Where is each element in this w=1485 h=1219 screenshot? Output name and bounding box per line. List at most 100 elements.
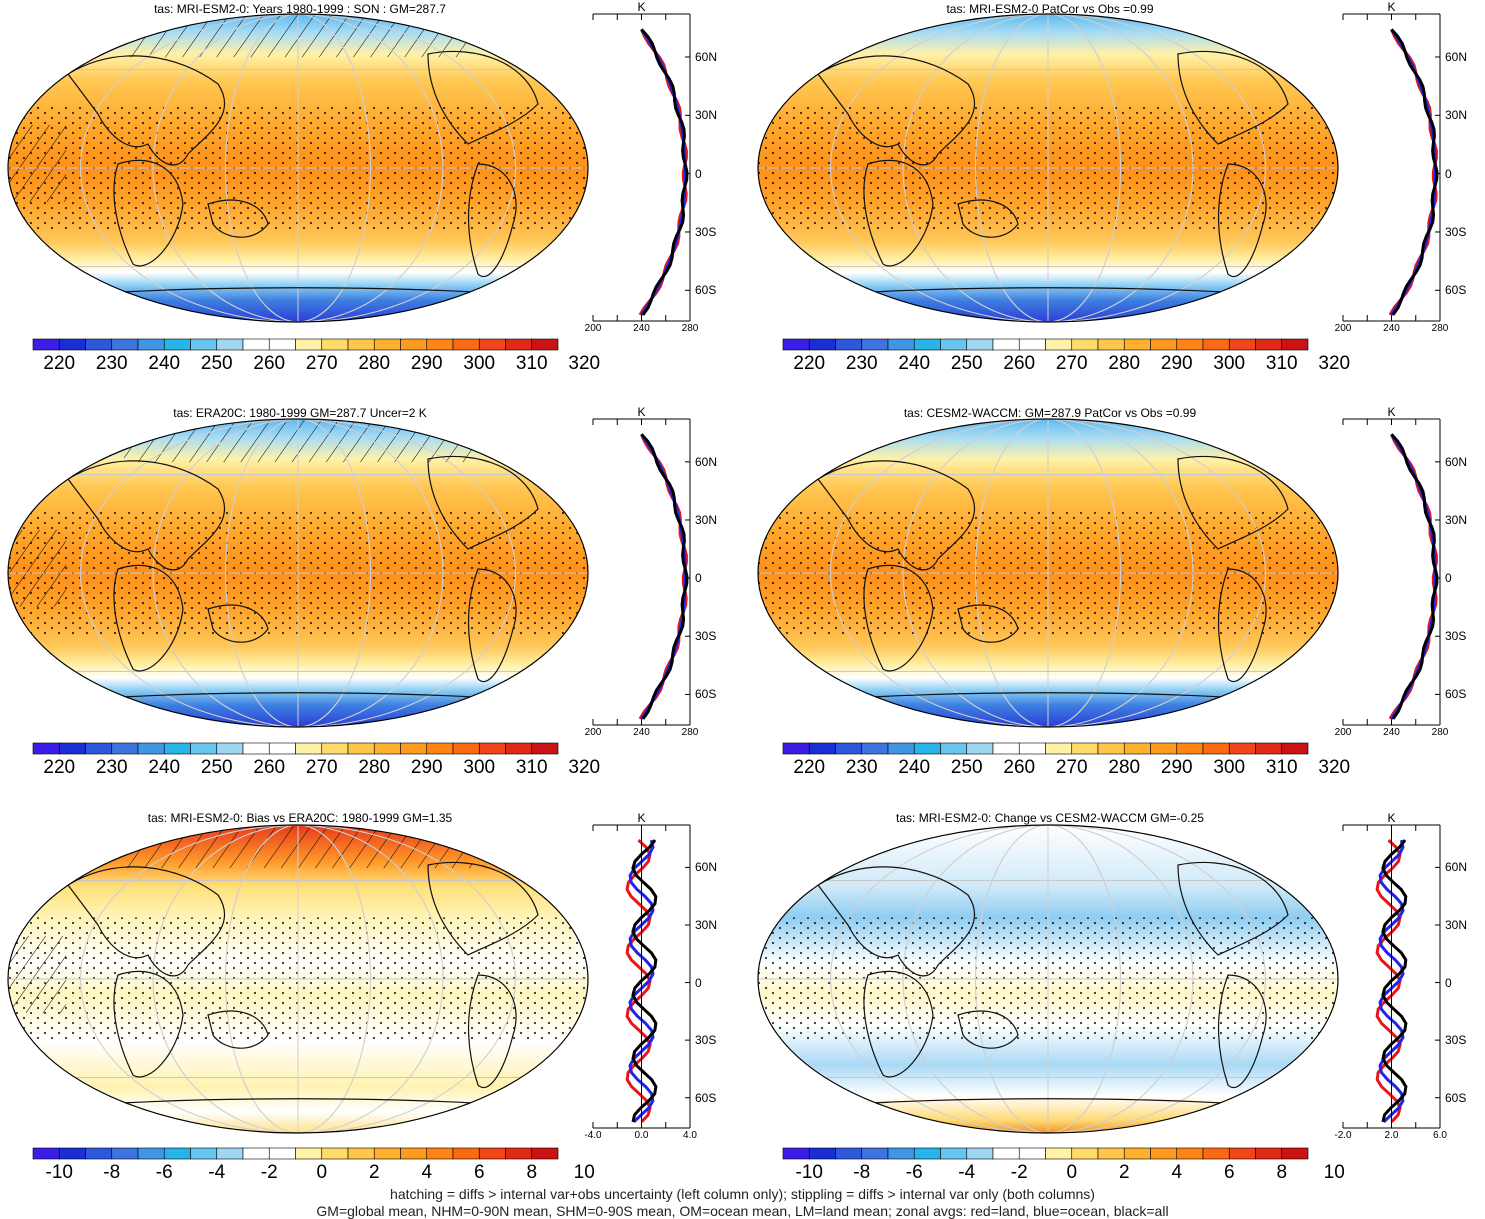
map-outline: [7, 824, 589, 1134]
profile-lat-label: 30S: [695, 224, 717, 239]
colorbar-tick-label: 320: [568, 757, 601, 778]
colorbar-tick-label: 220: [43, 757, 76, 778]
colorbar-bin: [163, 338, 191, 351]
meridian: [225, 419, 371, 727]
colorbar-bin: [887, 742, 915, 755]
map-outline: [7, 13, 589, 323]
meridian: [225, 825, 371, 1133]
profile-lat-label: 0: [695, 166, 702, 181]
coastline: [467, 163, 517, 277]
colorbar-bin: [1097, 338, 1125, 351]
colorbar-tick-label: 320: [568, 353, 601, 374]
colorbar-bin: [190, 1147, 218, 1160]
profile-lat-label: 30N: [1445, 108, 1468, 123]
colorbar-bin: [478, 1147, 506, 1160]
colorbar-tick-label: 250: [950, 353, 983, 374]
profile-lat-label: 60N: [695, 860, 718, 875]
profile-lat-label: 30S: [695, 1033, 717, 1048]
colorbar-tick-label: 230: [845, 353, 878, 374]
colorbar-bin: [1176, 1147, 1204, 1160]
profile-lat-label: 30S: [695, 629, 717, 644]
colorbar-bin: [242, 1147, 270, 1160]
coastline: [817, 866, 976, 977]
colorbar-bin: [295, 1147, 323, 1160]
coastline: [1217, 163, 1267, 277]
colorbar-3: [32, 742, 559, 755]
colorbar-tick-label: 2: [1118, 1162, 1130, 1183]
panel-5: [7, 824, 691, 1160]
colorbar-bin: [295, 742, 323, 755]
colorbar-bin: [861, 742, 889, 755]
coastline: [427, 861, 539, 956]
colorbar-tick-label: 260: [253, 757, 286, 778]
coastline: [207, 604, 269, 643]
colorbar-tick-label: 240: [898, 757, 931, 778]
panel-2: [757, 13, 1441, 351]
coastline: [67, 866, 226, 977]
profile-lat-label: 30N: [695, 512, 718, 527]
meridian: [830, 825, 1266, 1133]
colorbar-bin: [111, 1147, 139, 1160]
colorbar-bin: [216, 742, 244, 755]
hatching-west: [8, 529, 66, 607]
panel-title-1: tas: MRI-ESM2-0: Years 1980-1999 : SON :…: [154, 2, 446, 16]
colorbar-bin: [32, 1147, 60, 1160]
profile-series-ocean: [1378, 839, 1405, 1123]
colorbar-bin: [268, 338, 296, 351]
coastline: [1177, 455, 1289, 550]
profile-lat-label: 60S: [1445, 283, 1467, 298]
colorbar-bin: [400, 338, 428, 351]
colorbar-tick-label: 300: [1213, 757, 1246, 778]
meridian: [152, 14, 444, 322]
colorbar-bin: [913, 1147, 941, 1160]
colorbar-tick-label: -8: [853, 1162, 871, 1183]
colorbar-bin: [373, 338, 401, 351]
colorbar-bin: [1150, 742, 1178, 755]
coastline: [207, 199, 269, 238]
map-1: [8, 14, 588, 322]
colorbar-tick-label: 240: [898, 353, 931, 374]
colorbar-bin: [1071, 1147, 1099, 1160]
colorbar-tick-label: 310: [1265, 757, 1298, 778]
map-3: [8, 419, 588, 727]
profile-x-label: 4.0: [683, 1130, 697, 1141]
colorbar-bin: [1255, 1147, 1283, 1160]
zonal-profile-5: [592, 824, 691, 1129]
colorbar-bin: [1228, 338, 1256, 351]
coastline: [1177, 50, 1289, 145]
colorbar-bin: [1097, 1147, 1125, 1160]
colorbar-bin: [1045, 1147, 1073, 1160]
map-5: [8, 825, 588, 1133]
colorbar-tick-label: 230: [95, 757, 128, 778]
colorbar-bin: [1045, 742, 1073, 755]
colorbar-tick-label: 8: [526, 1162, 538, 1183]
panels-layer: [7, 13, 1441, 1160]
coastline: [817, 460, 976, 571]
colorbar-tick-label: 270: [305, 757, 338, 778]
coastline: [957, 604, 1019, 643]
colorbar-tick-label: 230: [845, 757, 878, 778]
coastline: [957, 199, 1019, 238]
colorbar-bin: [531, 338, 559, 351]
colorbar-tick-label: -2: [1010, 1162, 1028, 1183]
colorbar-bin: [111, 742, 139, 755]
profile-x-label: 200: [584, 727, 602, 738]
colorbar-bin: [1123, 1147, 1151, 1160]
colorbar-tick-label: -10: [45, 1162, 73, 1183]
colorbar-tick-label: -2: [260, 1162, 278, 1183]
profile-series-ocean: [628, 839, 655, 1123]
colorbar-bin: [992, 1147, 1020, 1160]
profile-x-label: -4.0: [584, 1130, 602, 1141]
colorbar-bin: [887, 1147, 915, 1160]
coastline: [207, 1010, 269, 1049]
panel-title-2: tas: MRI-ESM2-0 PatCor vs Obs =0.99: [946, 2, 1154, 16]
profile-lat-label: 60S: [1445, 1090, 1467, 1105]
colorbar-bin: [1176, 338, 1204, 351]
panel-title-5: tas: MRI-ESM2-0: Bias vs ERA20C: 1980-19…: [147, 811, 453, 825]
colorbar-bin: [1202, 1147, 1230, 1160]
colorbar-bin: [163, 1147, 191, 1160]
colorbar-bin: [505, 742, 533, 755]
colorbar-tick-label: 280: [358, 757, 391, 778]
colorbar-bin: [242, 338, 270, 351]
